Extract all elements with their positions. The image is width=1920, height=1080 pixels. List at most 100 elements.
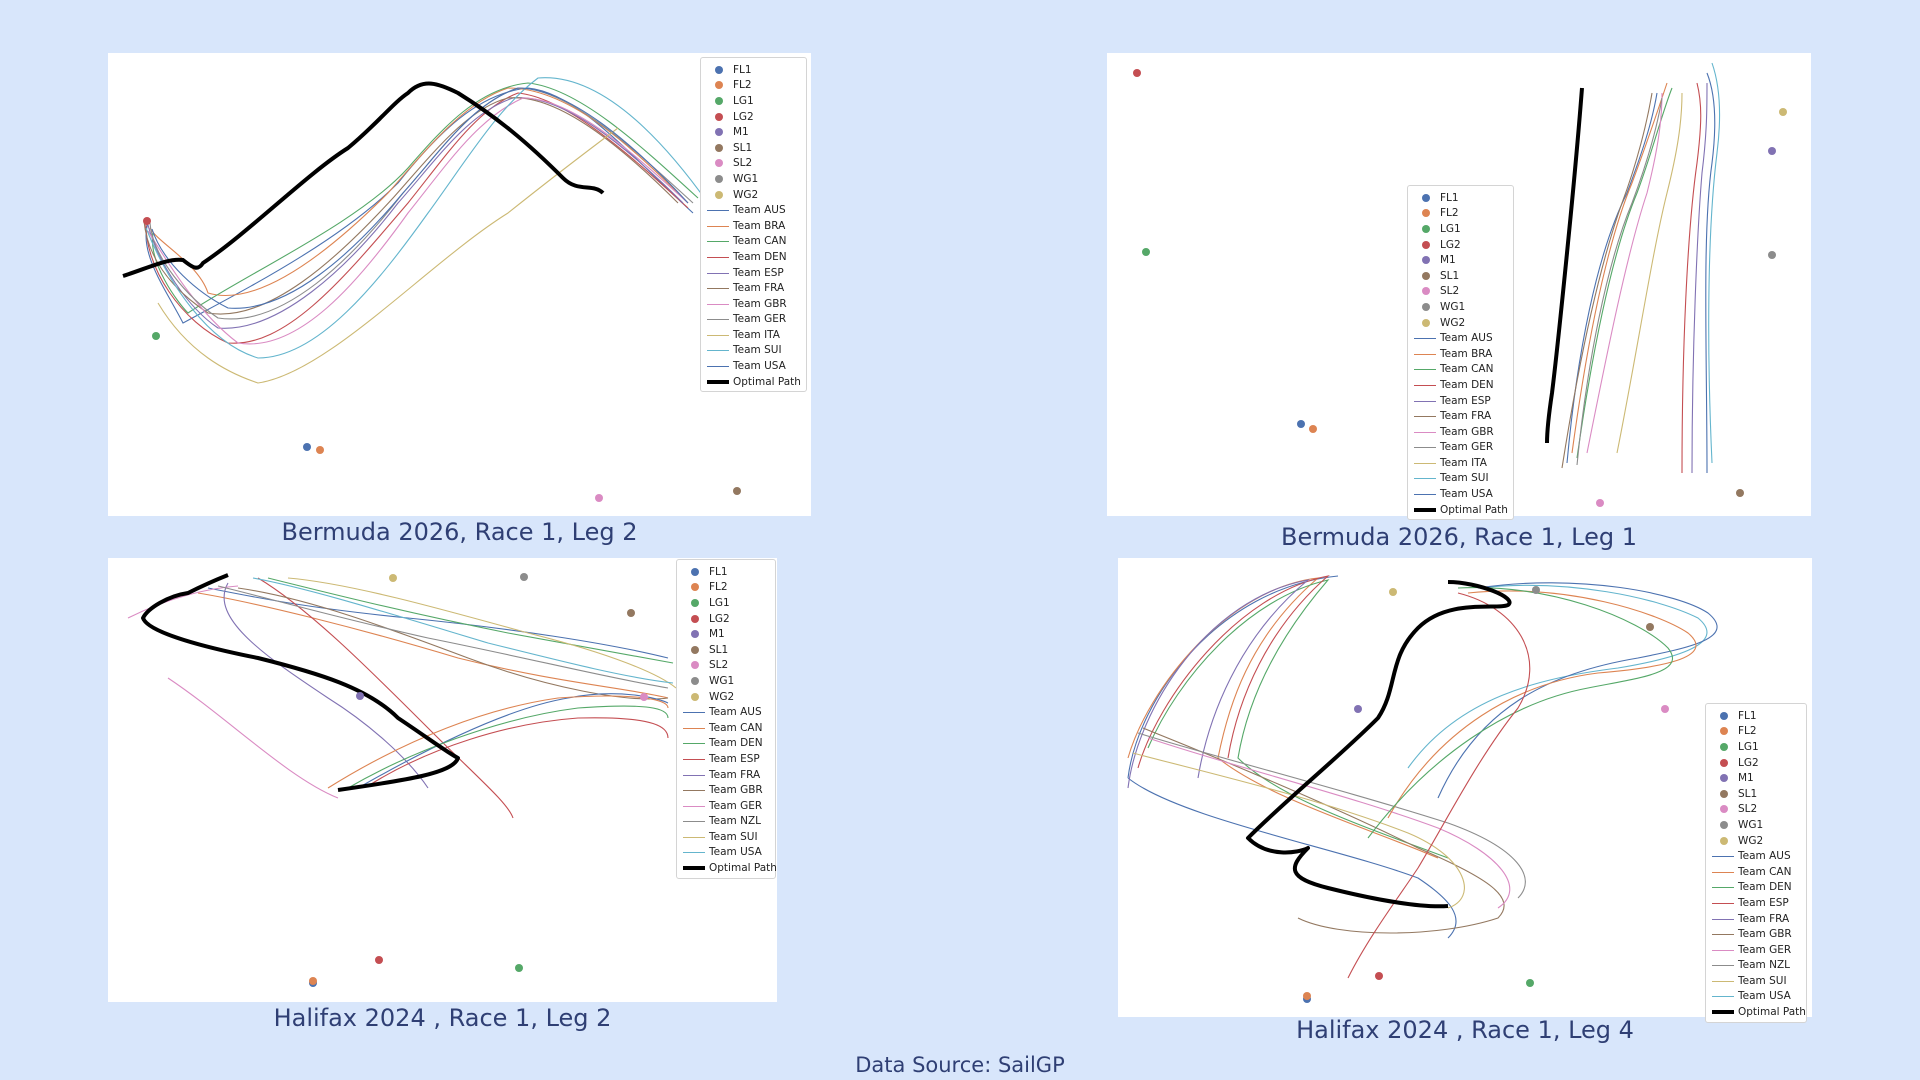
- chart-title: Bermuda 2026, Race 1, Leg 2: [281, 518, 638, 546]
- legend-label: Team AUS: [1440, 332, 1493, 345]
- mark-fl2: [316, 446, 324, 454]
- track-plot: [127, 573, 677, 987]
- legend-item-sl1: SL1: [1712, 786, 1800, 802]
- legend-label: M1: [1738, 772, 1754, 785]
- mark-lg1: [1526, 979, 1534, 987]
- legend-item-series: Team FRA: [707, 280, 800, 296]
- legend-line-swatch: [707, 366, 729, 368]
- legend-marker-dot: [1422, 240, 1430, 249]
- legend-marker-dot: [1720, 774, 1728, 783]
- team-track-line: [1367, 586, 1674, 839]
- legend-item-m1: M1: [707, 124, 800, 140]
- mark-wg1: [1532, 586, 1540, 594]
- team-track-line: [223, 582, 429, 789]
- legend-label: FL1: [709, 565, 728, 578]
- legend-label: Team GER: [733, 313, 787, 326]
- mark-lg2: [143, 217, 151, 225]
- legend-item-wg2: WG2: [1712, 833, 1800, 849]
- legend-item-series: Team SUI: [707, 343, 800, 359]
- legend-label: Team ESP: [1738, 896, 1789, 909]
- legend-marker-dot: [691, 692, 699, 701]
- legend-label: SL1: [1440, 269, 1460, 282]
- legend-label: SL2: [733, 157, 753, 170]
- team-track-line: [143, 97, 679, 315]
- legend-marker-dot: [1720, 789, 1728, 798]
- legend-label: Team SUI: [1738, 974, 1787, 987]
- mark-lg1: [152, 332, 160, 340]
- legend-label: WG1: [709, 674, 735, 687]
- legend-item-series: Team USA: [683, 845, 769, 861]
- legend-item-sl1: SL1: [1414, 268, 1507, 284]
- legend-item-series: Team ITA: [1414, 455, 1507, 471]
- legend-item-series: Team FRA: [1414, 408, 1507, 424]
- legend-item-series: Team FRA: [683, 767, 769, 783]
- legend-line-swatch: [707, 256, 729, 258]
- mark-fl2: [1309, 425, 1317, 433]
- legend-marker-dot: [715, 143, 723, 152]
- legend-item-fl1: FL1: [1414, 190, 1507, 206]
- legend-label: Optimal Path: [1738, 1006, 1806, 1019]
- team-track-line: [1147, 579, 1449, 859]
- legend-label: LG2: [1738, 756, 1759, 769]
- legend-marker-dot: [1422, 193, 1430, 202]
- legend-item-lg2: LG2: [1414, 237, 1507, 253]
- legend-marker-dot: [1422, 302, 1430, 311]
- legend-line-swatch: [1414, 338, 1436, 340]
- optimal-path-line: [1246, 580, 1512, 909]
- legend-item-series: Team GBR: [707, 296, 800, 312]
- mark-wg2: [389, 574, 397, 582]
- legend-line-swatch: [683, 836, 705, 838]
- legend-item-series: Team CAN: [1414, 362, 1507, 378]
- legend-label: Team ITA: [733, 328, 780, 341]
- mark-lg2: [1375, 972, 1383, 980]
- legend-line-swatch: [1414, 507, 1436, 512]
- mark-lg2: [375, 956, 383, 964]
- legend-item-sl2: SL2: [707, 156, 800, 172]
- legend-line-swatch: [1712, 965, 1734, 967]
- team-track-line: [151, 82, 699, 314]
- mark-lg2: [1133, 69, 1141, 77]
- legend-marker-dot: [1422, 287, 1430, 296]
- legend-label: Optimal Path: [1440, 503, 1508, 516]
- legend-item-series: Team USA: [1414, 486, 1507, 502]
- team-track-line: [267, 577, 674, 664]
- team-track-line: [147, 97, 689, 345]
- legend-item-fl2: FL2: [1414, 206, 1507, 222]
- track-plot: [1133, 62, 1787, 507]
- team-track-line: [237, 587, 669, 700]
- legend-label: Team NZL: [709, 815, 761, 828]
- mark-wg2: [1389, 588, 1397, 596]
- legend-item-sl2: SL2: [1712, 802, 1800, 818]
- legend-marker-dot: [715, 174, 723, 183]
- legend-label: Team FRA: [1440, 410, 1492, 423]
- legend-line-swatch: [1414, 353, 1436, 355]
- legend-label: Team BRA: [733, 219, 786, 232]
- legend-line-swatch: [1712, 934, 1734, 936]
- legend-label: Team SUI: [709, 830, 758, 843]
- team-track-line: [1142, 727, 1505, 934]
- legend-item-series: Team GER: [707, 312, 800, 328]
- legend-item-sl2: SL2: [683, 658, 769, 674]
- legend-marker-dot: [1422, 318, 1430, 327]
- legend-label: LG2: [709, 612, 730, 625]
- legend-item-series: Team NZL: [683, 814, 769, 830]
- legend-marker-dot: [715, 65, 723, 74]
- team-track-line: [357, 693, 669, 789]
- legend-label: FL1: [733, 63, 752, 76]
- legend-item-series: Team CAN: [707, 234, 800, 250]
- optimal-path-line: [141, 573, 460, 792]
- mark-m1: [1354, 705, 1362, 713]
- legend-item-series: Team DEN: [683, 736, 769, 752]
- legend-marker-dot: [1422, 256, 1430, 265]
- legend-label: LG2: [733, 110, 754, 123]
- mark-sl2: [1596, 499, 1604, 507]
- team-track-line: [1347, 592, 1531, 979]
- team-track-line: [287, 577, 677, 689]
- team-track-line: [207, 587, 669, 659]
- legend-line-swatch: [707, 210, 729, 212]
- legend-item-wg2: WG2: [707, 187, 800, 203]
- legend-line-swatch: [1414, 478, 1436, 480]
- legend-label: Team ITA: [1440, 456, 1487, 469]
- legend-label: Team DEN: [709, 737, 763, 750]
- legend-label: SL1: [709, 643, 729, 656]
